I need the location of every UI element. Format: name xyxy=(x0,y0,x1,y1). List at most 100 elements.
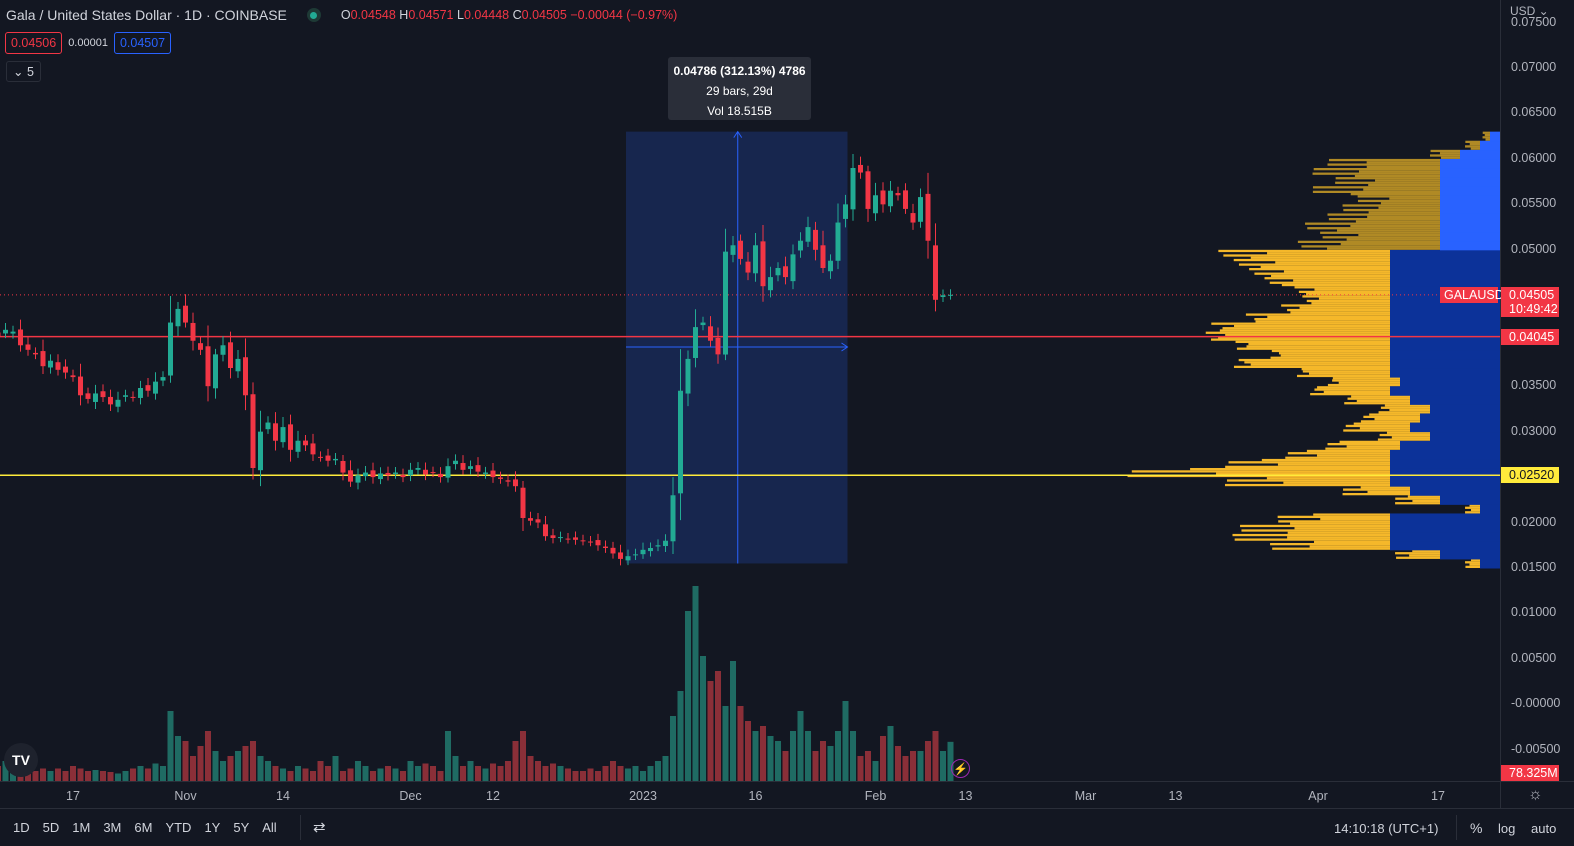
percent-toggle[interactable]: % xyxy=(1470,820,1483,836)
range-button-3m[interactable]: 3M xyxy=(103,820,122,835)
range-button-ytd[interactable]: YTD xyxy=(165,820,192,835)
volume-profile-bar xyxy=(1271,349,1390,353)
tradingview-logo[interactable]: TV xyxy=(4,743,38,777)
volume-profile-bar xyxy=(1312,172,1440,175)
candle xyxy=(168,322,173,376)
price-tick-label: 0.05500 xyxy=(1511,196,1557,211)
lightning-icon[interactable]: ⚡ xyxy=(951,759,970,778)
volume-bar xyxy=(632,766,639,781)
volume-profile-bar xyxy=(1246,345,1390,348)
candle xyxy=(738,240,743,259)
candle xyxy=(858,164,863,173)
volume-profile-bar xyxy=(1308,372,1390,375)
volume-profile-bar xyxy=(1359,427,1410,430)
symbol-tag: GALAUSD xyxy=(1440,287,1504,303)
volume-profile-bar xyxy=(1395,497,1440,500)
candle xyxy=(490,470,496,478)
candle xyxy=(130,396,136,398)
volume-profile-bar xyxy=(1250,256,1390,259)
volume-profile-bar xyxy=(1131,470,1390,473)
volume-profile-bar xyxy=(1218,249,1390,253)
range-button-1m[interactable]: 1M xyxy=(72,820,91,835)
candle xyxy=(730,245,736,255)
candle xyxy=(535,519,541,523)
volume-bar xyxy=(805,731,811,781)
candle xyxy=(70,375,76,378)
range-button-6m[interactable]: 6M xyxy=(134,820,153,835)
volume-profile-up-bar xyxy=(1430,404,1500,414)
time-tick-label: 12 xyxy=(486,789,500,803)
candle xyxy=(865,171,871,209)
volume-profile-bar xyxy=(1470,508,1480,512)
candle xyxy=(798,240,803,251)
range-button-5y[interactable]: 5Y xyxy=(233,820,250,835)
volume-bar xyxy=(872,761,879,781)
volume-bar xyxy=(175,736,181,781)
volume-profile-up-bar xyxy=(1390,349,1500,360)
volume-bar xyxy=(47,771,54,781)
volume-profile-bar xyxy=(1346,238,1440,241)
volume-bar xyxy=(707,681,714,781)
clock[interactable]: 14:10:18 (UTC+1) xyxy=(1334,821,1439,836)
volume-profile-bar xyxy=(1234,538,1390,541)
currency-select[interactable]: USD ⌄ xyxy=(1510,4,1549,18)
volume-profile-bar xyxy=(1332,377,1400,380)
volume-bar xyxy=(940,751,946,781)
candle xyxy=(948,294,953,296)
volume-bar xyxy=(887,726,894,781)
volume-profile-up-bar xyxy=(1440,158,1500,169)
range-button-all[interactable]: All xyxy=(262,820,277,835)
volume-profile-bar xyxy=(1343,429,1410,432)
volume-profile-up-bar xyxy=(1480,558,1500,569)
price-axis[interactable]: 0.07500 0.07000 0.06500 0.06000 0.05500 0.050… xyxy=(1500,0,1574,808)
sell-button[interactable]: 0.04506 xyxy=(5,32,63,54)
volume-profile-up-bar xyxy=(1390,531,1500,542)
buy-button[interactable]: 0.04507 xyxy=(113,32,172,54)
volume-profile-bar xyxy=(1389,408,1430,412)
volume-bar xyxy=(122,771,129,781)
range-button-1y[interactable]: 1Y xyxy=(204,820,221,835)
volume-bar xyxy=(2,761,9,781)
range-buttons: 1D 5D 1M 3M 6M YTD 1Y 5Y All xyxy=(0,820,277,835)
date-range-icon[interactable]: ⇄ xyxy=(313,819,326,836)
volume-profile-bar xyxy=(1301,368,1390,371)
volume-bar xyxy=(422,763,429,781)
time-tick-label: 16 xyxy=(748,789,763,803)
volume-profile-up-bar xyxy=(1410,486,1500,496)
volume-bar xyxy=(865,751,871,781)
volume-profile-bar xyxy=(1378,411,1430,414)
volume-bar xyxy=(932,731,939,781)
settings-gear-icon[interactable]: ☼ xyxy=(1528,786,1543,803)
volume-bar xyxy=(797,711,804,781)
auto-toggle[interactable]: auto xyxy=(1531,821,1557,836)
candle xyxy=(55,362,61,370)
volume-profile-bar xyxy=(1375,179,1440,182)
volume-bar xyxy=(362,766,369,781)
time-axis[interactable]: ☼ 17 Nov 14 Dec 12 2023 16 Feb 13 Mar 13 Apr 17 xyxy=(0,781,1574,809)
volume-profile-bar xyxy=(1482,136,1490,139)
volume-profile-up-bar xyxy=(1460,149,1500,160)
volume-profile-up-bar xyxy=(1390,258,1500,269)
symbol-title[interactable]: Gala / United States Dollar · 1D · COINB… xyxy=(6,7,287,23)
chart-canvas[interactable] xyxy=(0,0,1500,781)
volume-profile-bar xyxy=(1360,486,1410,489)
measure-box xyxy=(626,131,848,564)
volume-bar xyxy=(490,763,496,781)
candle xyxy=(160,377,166,381)
range-button-1d[interactable]: 1D xyxy=(13,820,30,835)
time-tick-label: Mar xyxy=(1074,789,1097,803)
volume-profile-up-bar xyxy=(1440,168,1500,178)
volume-profile-bar xyxy=(1465,145,1480,148)
volume-bar xyxy=(595,771,601,781)
volume-bar xyxy=(400,771,406,781)
candle xyxy=(528,518,533,521)
indicators-collapse-button[interactable]: ⌄ 5 xyxy=(6,61,41,82)
volume-profile-bar xyxy=(1271,274,1390,278)
candle xyxy=(925,193,931,241)
volume-bar xyxy=(910,751,916,781)
log-toggle[interactable]: log xyxy=(1498,821,1516,836)
volume-profile-up-bar xyxy=(1390,358,1500,369)
range-button-5d[interactable]: 5D xyxy=(42,820,60,835)
volume-bar xyxy=(32,771,39,781)
volume-profile-up-bar xyxy=(1480,140,1500,151)
